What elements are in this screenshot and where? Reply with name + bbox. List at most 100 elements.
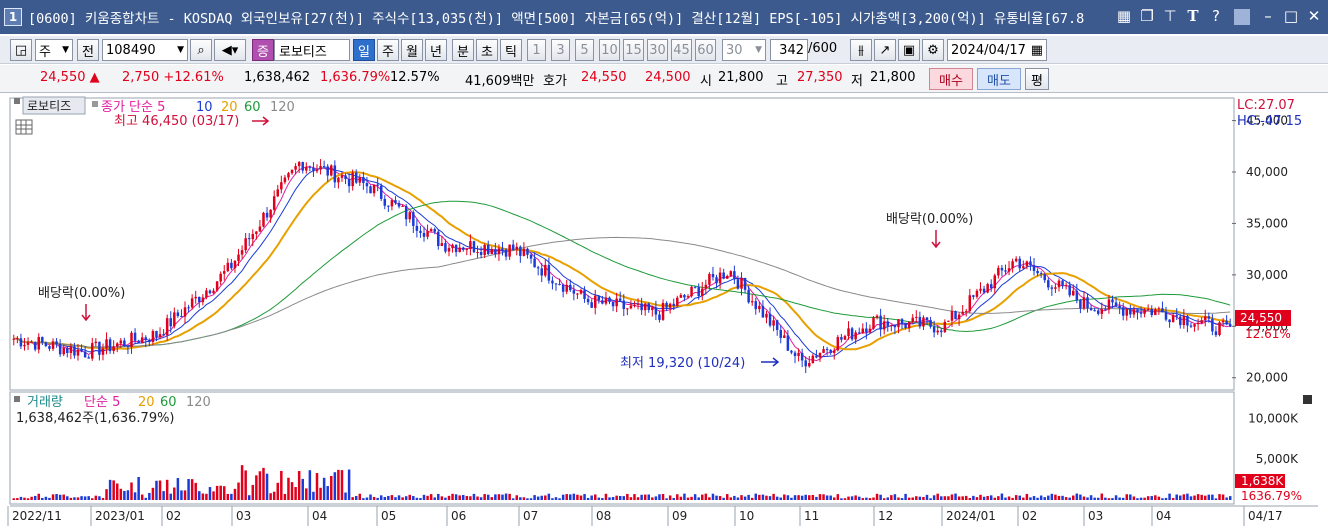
volume-bar — [219, 485, 222, 500]
volume-bar — [30, 496, 33, 500]
candle-body — [479, 251, 483, 255]
volume-bar — [283, 493, 287, 500]
volume-ma120: 120 — [186, 395, 211, 410]
stock-button[interactable]: 증 — [252, 39, 274, 61]
volume-bar — [1072, 495, 1075, 500]
volume-bar — [672, 498, 675, 500]
period-day[interactable]: 일 — [353, 39, 375, 61]
candle-body — [897, 319, 900, 328]
volume-bar — [422, 494, 426, 500]
grid-icon[interactable]: ▦ — [1116, 7, 1132, 25]
code-input[interactable]: 108490 ▼ — [102, 39, 188, 61]
all-button[interactable]: 전 — [77, 39, 99, 61]
volume-bar — [658, 494, 661, 500]
minute-1[interactable]: 1 — [527, 39, 546, 61]
volume-tick-label: 10,000K — [1248, 411, 1299, 425]
minute-30[interactable]: 30 — [647, 39, 668, 61]
sell-button[interactable]: 매도 — [977, 68, 1021, 90]
minute-10[interactable]: 10 — [599, 39, 620, 61]
date-tick-label: 04 — [1156, 509, 1171, 523]
volume-bar — [212, 491, 215, 500]
volume-bar — [486, 494, 490, 500]
candle-body — [1047, 280, 1050, 288]
dividend-arrow-icon — [81, 304, 91, 322]
legend-price-ma: 종가 단순 5 — [101, 100, 165, 115]
minimize-icon[interactable]: – — [1264, 7, 1272, 25]
volume-bar — [379, 495, 383, 500]
candle-body — [868, 328, 872, 333]
candle-body — [569, 284, 572, 291]
volume-bar — [875, 493, 879, 500]
volume-bar — [690, 496, 693, 500]
sound-icon[interactable]: ◀▾ — [214, 39, 246, 61]
draw-tool-icon[interactable]: ↗ — [874, 39, 896, 61]
candle-body — [658, 314, 661, 320]
candle-body — [1104, 309, 1107, 311]
period-month[interactable]: 월 — [401, 39, 423, 61]
restore-icon[interactable]: ❐ — [1140, 7, 1154, 25]
font-icon[interactable]: T — [1187, 7, 1199, 25]
layout-icon[interactable]: ◲ — [10, 39, 32, 61]
candle-body — [223, 271, 226, 274]
settings-gear-icon[interactable]: ⚙ — [922, 39, 944, 61]
minute-3[interactable]: 3 — [551, 39, 570, 61]
buy-button[interactable]: 매수 — [929, 68, 973, 90]
stock-label: 로보티즈 — [27, 99, 71, 113]
period-tick[interactable]: 틱 — [500, 39, 522, 61]
help-icon[interactable]: ? — [1212, 7, 1220, 25]
legend-marker — [14, 396, 20, 402]
minute-60[interactable]: 60 — [695, 39, 716, 61]
candle-body — [490, 249, 494, 255]
volume-bar — [893, 494, 897, 500]
volume-bar — [94, 495, 98, 500]
period-year[interactable]: 년 — [425, 39, 447, 61]
minute-45[interactable]: 45 — [671, 39, 692, 61]
volume-bar — [48, 497, 51, 500]
table-icon[interactable] — [15, 119, 33, 135]
volume-bar — [1107, 498, 1111, 500]
candle-body — [344, 175, 347, 180]
save-icon[interactable]: ▣ — [898, 39, 920, 61]
candle-body — [87, 357, 90, 359]
candle-body — [155, 330, 158, 338]
volume-bar — [1154, 495, 1157, 500]
eval-button[interactable]: 평 — [1025, 68, 1049, 90]
candle-body — [690, 286, 693, 297]
date-input[interactable]: 2024/04/17 ▦ — [947, 39, 1047, 61]
candle-body — [258, 226, 262, 232]
volume-bar — [83, 496, 87, 500]
minute-15[interactable]: 15 — [623, 39, 644, 61]
period-week[interactable]: 주 — [377, 39, 399, 61]
maximize-icon[interactable]: □ — [1283, 7, 1299, 25]
volume-bar — [1032, 496, 1036, 500]
candle-body — [586, 298, 590, 303]
candle-body — [144, 337, 148, 341]
candle-body — [180, 315, 183, 317]
volume-bar — [640, 494, 643, 500]
search-icon[interactable]: ⌕ — [190, 39, 212, 61]
candle-body — [986, 284, 989, 293]
stock-name-field[interactable]: 로보티즈 — [274, 39, 350, 61]
candle-body — [233, 260, 237, 269]
volume-bar — [761, 494, 765, 500]
period-second[interactable]: 초 — [476, 39, 498, 61]
panel-close-icon[interactable] — [1303, 395, 1312, 404]
period-minute[interactable]: 분 — [452, 39, 474, 61]
chart-area[interactable]: 20,000 25,000 30,000 35,000 40,000 45,000 5,0… — [0, 94, 1328, 532]
volume-bar — [704, 493, 708, 500]
candle-body — [1075, 290, 1079, 301]
calendar-icon[interactable]: ▦ — [1030, 42, 1043, 58]
minute-5[interactable]: 5 — [575, 39, 594, 61]
minute-select[interactable]: 30 ▼ — [722, 39, 766, 61]
candle-body — [486, 244, 490, 255]
count-input[interactable]: 342 — [770, 39, 808, 61]
type-select[interactable]: 주 ▼ — [35, 39, 73, 61]
volume-bar — [372, 496, 376, 500]
volume-bar — [597, 497, 601, 500]
pin-icon[interactable]: ⊤ — [1163, 7, 1177, 25]
indicator-icon[interactable]: ⫵ — [850, 39, 872, 61]
candle-body — [12, 338, 16, 340]
close-icon[interactable]: ✕ — [1307, 7, 1321, 25]
volume-bar — [950, 494, 954, 500]
